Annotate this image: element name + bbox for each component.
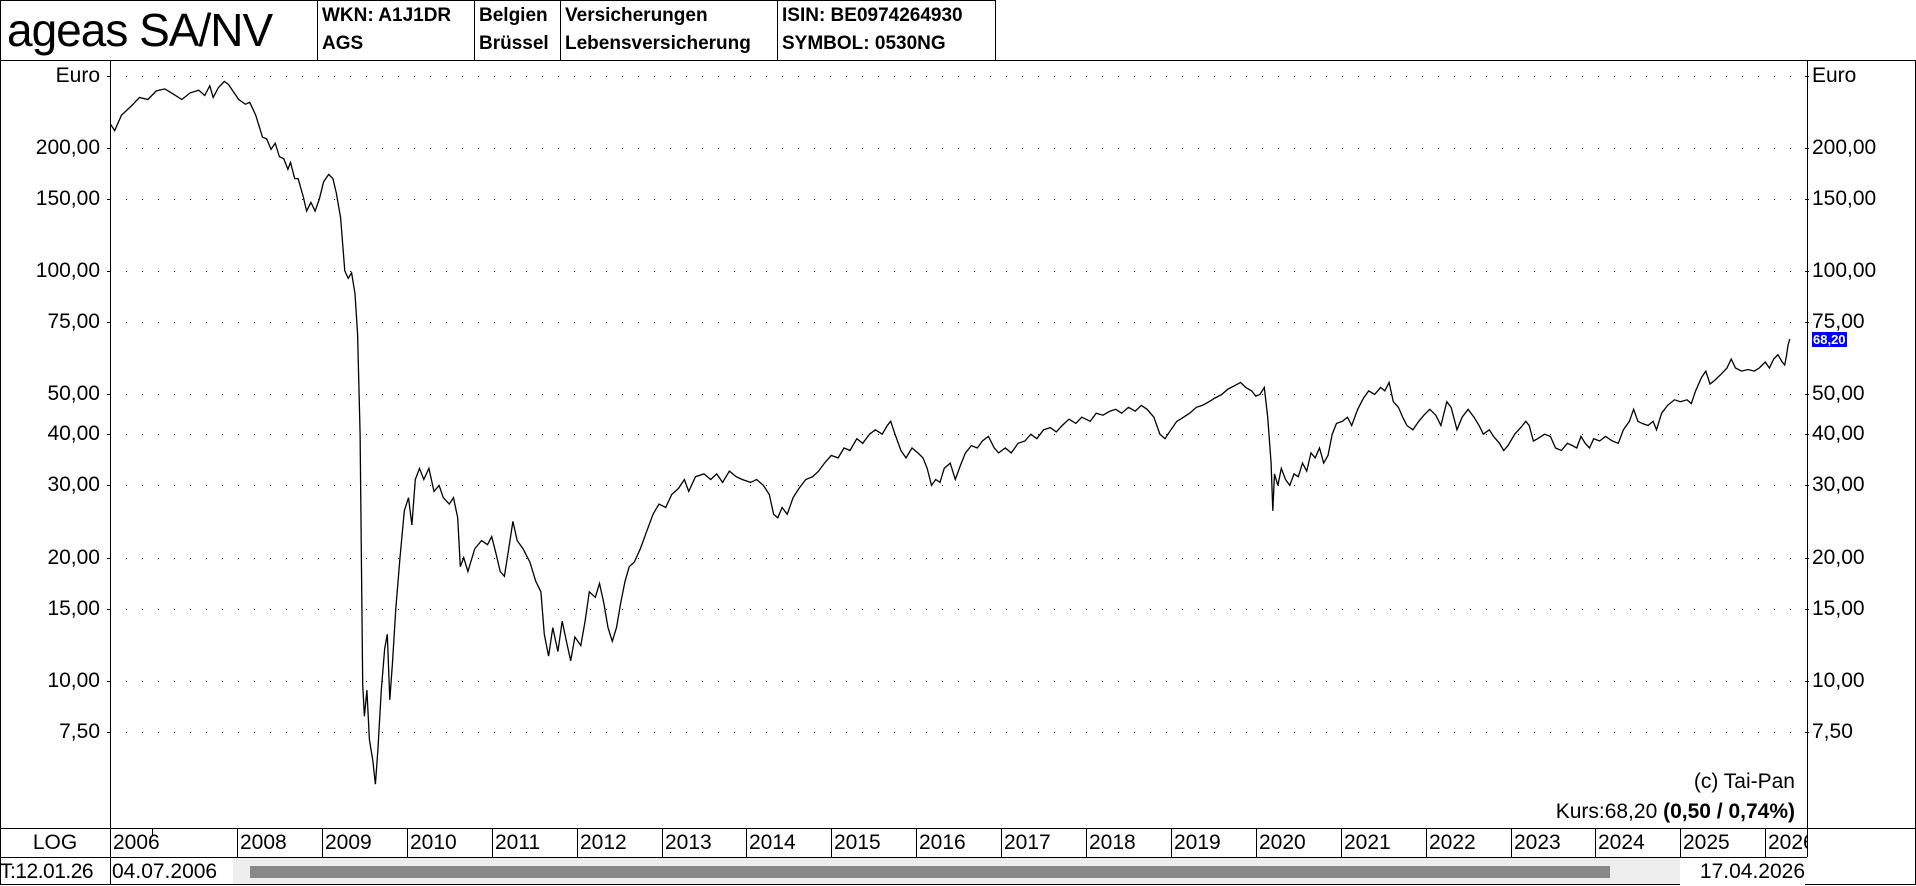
x-year-label: 2008 [237,829,322,857]
x-year-label: 2014 [746,829,831,857]
x-year-label: 2025 [1680,829,1765,857]
exchange-label: Brüssel [479,33,549,54]
y-tick-mark [107,485,111,486]
y-tick-mark [1805,394,1809,395]
tick-left-top [107,76,111,77]
x-year-label: 2020 [1256,829,1341,857]
tick-right-top [1805,76,1809,77]
y-tick-label-left: 30,00 [47,473,100,496]
y-tick-label-right: 7,50 [1812,720,1853,743]
x-year-label: 2015 [831,829,916,857]
y-tick-mark [1805,681,1809,682]
unit-label-right: Euro [1812,64,1857,87]
industry-label: Lebensversicherung [565,33,751,54]
x-year-label: 2006 [110,829,237,857]
x-year-label: 2024 [1595,829,1680,857]
sector-label: Versicherungen [565,5,708,26]
timestamp-label: T:12.01.26 [0,860,94,883]
timeline-scroll-thumb[interactable] [250,866,1610,878]
range-end-date: 17.04.2026 [1680,858,1805,885]
y-tick-mark [1805,558,1809,559]
y-tick-mark [1805,199,1809,200]
y-tick-label-left: 50,00 [47,382,100,405]
x-year-label: 2013 [662,829,746,857]
x-year-label: 2016 [916,829,1001,857]
kurs-label: Kurs:68,20 [1555,800,1664,823]
left-axis-line [110,61,111,885]
x-year-label: 2023 [1511,829,1595,857]
y-tick-label-right: 30,00 [1812,473,1865,496]
kurs-summary: Kurs:68,20 (0,50 / 0,74%) [1450,800,1795,824]
symbol-label: SYMBOL: 0530NG [782,33,946,54]
y-tick-mark [1805,609,1809,610]
y-tick-mark [1805,322,1809,323]
y-tick-label-right: 200,00 [1812,136,1877,159]
x-year-label: 2021 [1341,829,1426,857]
y-tick-label-left: 150,00 [35,187,100,210]
y-tick-label-right: 40,00 [1812,422,1865,445]
y-tick-label-right: 50,00 [1812,382,1865,405]
y-tick-label-left: 15,00 [47,597,100,620]
range-start-date: 04.07.2006 [112,860,218,883]
y-tick-label-right: 150,00 [1812,187,1877,210]
kurs-change: (0,50 / 0,74%) [1663,800,1795,823]
y-tick-mark [1805,271,1809,272]
x-year-label: 2009 [322,829,407,857]
scale-mode-toggle[interactable]: LOG [32,831,78,854]
y-tick-mark [107,558,111,559]
x-year-label: 2010 [407,829,492,857]
y-tick-mark [107,434,111,435]
unit-label-left: Euro [55,64,100,87]
x-axis-line [0,828,1916,829]
x-year-label: 2017 [1001,829,1086,857]
y-tick-mark [107,609,111,610]
y-tick-label-left: 75,00 [47,310,100,333]
location-box: Belgien Brüssel [475,0,561,61]
y-tick-mark [107,271,111,272]
y-tick-mark [1805,732,1809,733]
y-tick-label-right: 20,00 [1812,546,1865,569]
y-tick-mark [107,199,111,200]
y-tick-label-right: 15,00 [1812,597,1865,620]
x-year-label: 2011 [492,829,577,857]
y-tick-mark [107,148,111,149]
tick-2007 [152,829,153,835]
y-tick-mark [107,394,111,395]
x-year-label: 2012 [577,829,662,857]
isin-label: ISIN: BE0974264930 [782,5,963,26]
ticker-label: AGS [322,33,364,54]
y-tick-label-right: 10,00 [1812,669,1865,692]
y-tick-mark [1805,485,1809,486]
wkn-label: WKN: A1J1DR [322,5,452,26]
y-tick-label-left: 10,00 [47,669,100,692]
copyright-label: (c) Tai-Pan [1693,770,1795,793]
y-tick-label-left: 20,00 [47,546,100,569]
y-tick-label-left: 200,00 [35,136,100,159]
y-tick-label-left: 40,00 [47,422,100,445]
x-year-label: 2022 [1426,829,1511,857]
x-year-label: 2019 [1171,829,1256,857]
y-tick-mark [107,322,111,323]
y-tick-mark [1805,148,1809,149]
y-tick-mark [107,681,111,682]
y-tick-label-left: 100,00 [35,259,100,282]
y-tick-label-right: 75,00 [1812,310,1865,333]
country-label: Belgien [479,5,548,26]
y-tick-mark [1805,434,1809,435]
y-tick-label-left: 7,50 [59,720,100,743]
x-year-label: 2026 [1765,829,1807,857]
scroll-row-line [0,857,1807,858]
price-line [109,80,1791,785]
right-axis-line [1807,61,1808,857]
x-year-label: 2018 [1086,829,1171,857]
y-tick-label-right: 100,00 [1812,259,1877,282]
last-price-badge: 68,20 [1812,332,1847,347]
y-tick-mark [107,732,111,733]
